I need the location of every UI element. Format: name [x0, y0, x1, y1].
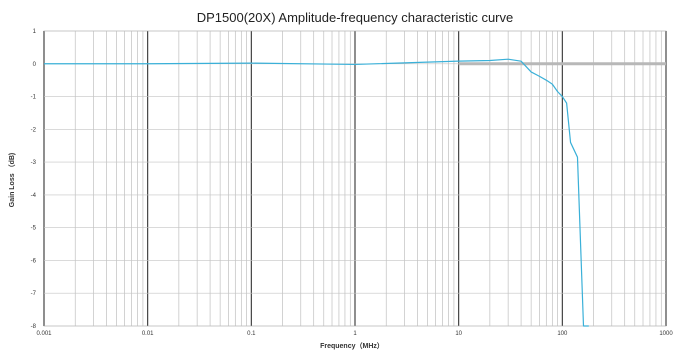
y-tick-label: -5: [31, 226, 37, 232]
x-tick-label: 100: [557, 331, 568, 337]
grid: [43, 30, 667, 327]
x-axis-label: Frequency（MHz）: [320, 342, 384, 350]
y-axis-label: Gain Loss （dB): [8, 153, 16, 207]
y-tick-label: 1: [33, 29, 37, 35]
y-tick-label: -3: [31, 160, 37, 166]
series-layer: [44, 58, 666, 327]
y-tick-label: -7: [31, 291, 37, 297]
x-tick-label: 1: [353, 331, 357, 337]
y-tick-label: 0: [33, 62, 37, 68]
x-tick-label: 0.01: [142, 331, 154, 337]
y-tick-label: -4: [31, 193, 37, 199]
y-tick-label: -2: [31, 127, 37, 133]
x-tick-label: 0.1: [247, 331, 256, 337]
x-tick-label: 0.001: [36, 331, 52, 337]
y-tick-label: -6: [31, 258, 37, 264]
chart-title: DP1500(20X) Amplitude-frequency characte…: [197, 10, 513, 25]
y-tick-label: -8: [31, 324, 37, 330]
gain-curve-line: [44, 58, 589, 327]
y-tick-label: -1: [31, 95, 37, 101]
x-tick-label: 10: [455, 331, 462, 337]
x-tick-label: 1000: [659, 331, 673, 337]
